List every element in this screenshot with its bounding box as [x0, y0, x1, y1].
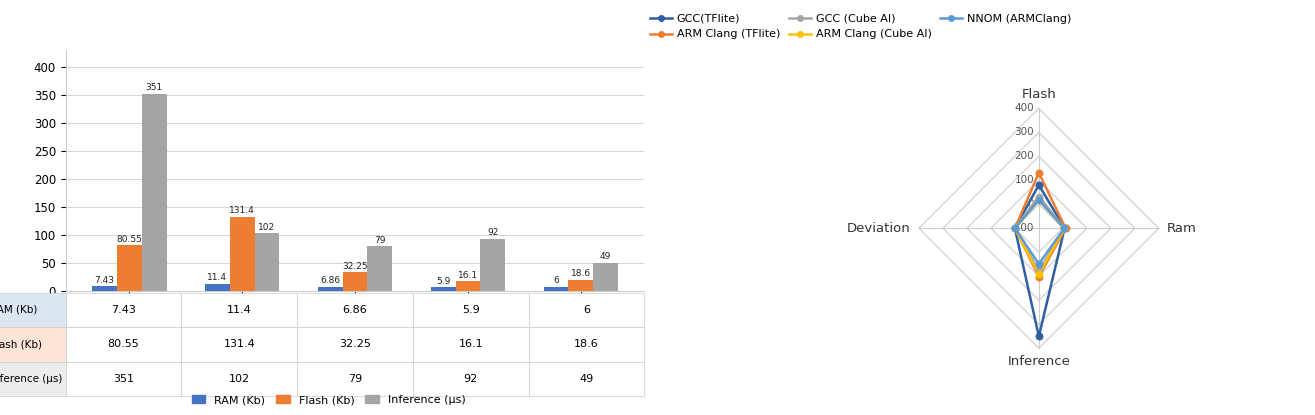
Text: 6: 6	[554, 276, 559, 286]
Bar	[255, 233, 279, 290]
Bar	[318, 287, 343, 290]
Text: 49: 49	[600, 252, 611, 261]
Text: 16.1: 16.1	[458, 271, 477, 280]
Bar	[205, 284, 230, 290]
Bar	[543, 287, 568, 290]
Bar	[92, 286, 117, 290]
Point	[1005, 225, 1026, 232]
Text: Deviation: Deviation	[847, 222, 910, 235]
Point	[1005, 225, 1026, 232]
Text: 80.55: 80.55	[116, 235, 142, 244]
Point	[1053, 225, 1074, 232]
Text: -100: -100	[1011, 223, 1034, 233]
Text: 79: 79	[375, 236, 385, 244]
Text: 7.43: 7.43	[95, 276, 114, 285]
Legend: GCC(TFlite), ARM Clang (TFlite), GCC (Cube AI), ARM Clang (Cube AI), NNOM (ARMCl: GCC(TFlite), ARM Clang (TFlite), GCC (Cu…	[650, 14, 1072, 39]
Point	[1028, 268, 1049, 274]
Text: 0: 0	[1027, 199, 1034, 209]
Bar	[593, 263, 618, 290]
Bar	[117, 245, 142, 290]
Text: 32.25: 32.25	[342, 262, 368, 271]
Point	[1028, 271, 1049, 278]
Point	[1005, 225, 1026, 232]
Text: Ram: Ram	[1168, 222, 1197, 235]
Point	[1055, 225, 1076, 232]
Text: 200: 200	[1014, 151, 1034, 161]
Point	[1028, 182, 1049, 188]
Text: 400: 400	[1014, 103, 1034, 113]
Text: 18.6: 18.6	[571, 269, 590, 278]
Point	[1028, 273, 1049, 280]
Bar	[480, 239, 505, 290]
Text: 92: 92	[487, 228, 498, 237]
Bar	[367, 246, 392, 290]
Point	[1053, 225, 1074, 232]
Text: 131.4: 131.4	[229, 206, 255, 215]
Point	[1053, 225, 1074, 232]
Bar	[455, 281, 480, 290]
Text: 100: 100	[1014, 175, 1034, 185]
Point	[1028, 333, 1049, 340]
Text: 5.9: 5.9	[435, 276, 450, 286]
Point	[1005, 225, 1026, 232]
Text: Inference: Inference	[1007, 355, 1070, 369]
Text: 351: 351	[146, 83, 163, 93]
Point	[1028, 169, 1049, 176]
Text: 300: 300	[1014, 127, 1034, 137]
Point	[1028, 197, 1049, 204]
Legend: RAM (Kb), Flash (Kb), Inference (μs): RAM (Kb), Flash (Kb), Inference (μs)	[188, 391, 469, 410]
Bar	[568, 280, 593, 290]
Bar	[431, 287, 455, 290]
Text: Flash: Flash	[1022, 88, 1056, 101]
Point	[1055, 225, 1076, 232]
Point	[1028, 193, 1049, 200]
Point	[1028, 261, 1049, 267]
Point	[1005, 225, 1026, 232]
Text: 11.4: 11.4	[208, 273, 227, 283]
Bar	[343, 273, 367, 290]
Text: 6.86: 6.86	[320, 276, 341, 285]
Bar	[142, 94, 167, 290]
Point	[1028, 196, 1049, 203]
Text: 102: 102	[259, 223, 276, 232]
Bar	[230, 217, 255, 290]
